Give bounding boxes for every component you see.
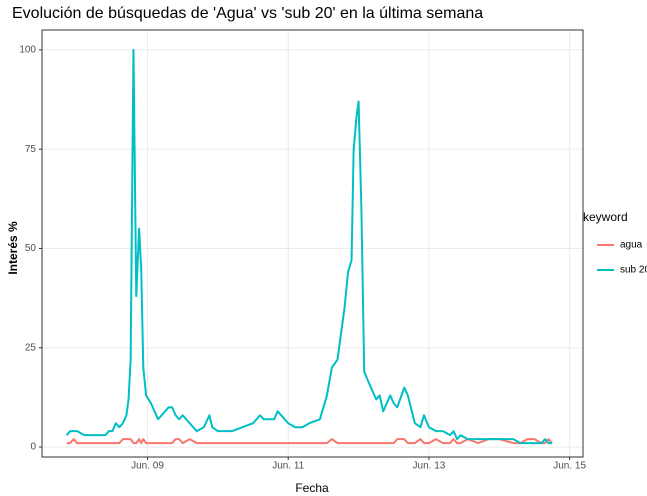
x-tick-label: Jun. 13: [413, 461, 446, 472]
x-tick-label: Jun. 09: [131, 461, 164, 472]
chart-title: Evolución de búsquedas de 'Agua' vs 'sub…: [12, 5, 483, 22]
y-tick-label: 0: [30, 442, 36, 453]
plot-border: [41, 29, 584, 458]
legend-label: sub 20: [620, 265, 647, 276]
y-tick-label: 25: [25, 342, 37, 353]
series-line: [65, 48, 553, 445]
x-axis-label: Fecha: [295, 481, 329, 495]
y-tick-label: 50: [25, 243, 37, 254]
series-line: [66, 438, 553, 445]
x-tick-label: Jun. 15: [553, 461, 586, 472]
y-tick-label: 75: [25, 144, 37, 155]
x-tick-label: Jun. 11: [272, 461, 304, 472]
legend-label: agua: [620, 240, 643, 251]
y-axis-label: Interés %: [6, 221, 20, 275]
y-tick-label: 100: [19, 45, 36, 56]
legend-title: keyword: [583, 210, 628, 224]
